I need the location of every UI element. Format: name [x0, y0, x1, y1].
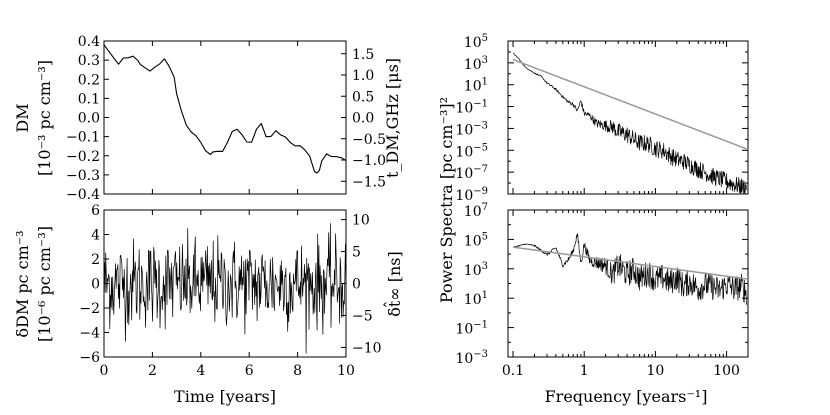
- ddm-ytick-label: −6: [79, 350, 100, 366]
- ddm-ylabel-line2: [10⁻⁶ pc cm⁻³]: [35, 226, 54, 342]
- ddm-xtick-label: 8: [293, 363, 302, 379]
- ddm-y2tick-label: 5: [352, 245, 361, 261]
- panel-psd-ddm: 0.1 1 10 100 10−3 10−1 101 103 105 107 Frequency …: [455, 202, 749, 406]
- dm-ytick-label: 0.4: [78, 34, 100, 50]
- ddm-xtick-label: 4: [196, 363, 205, 379]
- ddm-ytick-label: 0: [91, 277, 100, 293]
- psd-ddm-ytick-label: 105: [464, 231, 488, 249]
- psd-ddm-ytick-label: 10−3: [455, 349, 488, 367]
- ddm-y2tick-label: −5: [352, 308, 373, 324]
- dm-y2tick-label: −1.0: [352, 153, 386, 169]
- ddm-xlabel: Time [years]: [174, 387, 276, 406]
- panel-ddm: 0 2 4 6 8 10 −6 −4 −2 0 2 4 6 −10 −5 0 5 10 δDM pc cm⁻³ […: [13, 203, 404, 406]
- psd-ddm-ytick-label: 101: [464, 290, 488, 308]
- ddm-xtick-label: 6: [245, 363, 254, 379]
- psd-shared-ylabel: Power Spectra [pc cm⁻³]²: [437, 97, 456, 303]
- dm-series-line: [103, 44, 347, 174]
- psd-dm-ytick-label: 101: [464, 77, 488, 95]
- psd-ddm-xtick-label: 0.1: [502, 363, 524, 379]
- dm-y2tick-label: −0.5: [352, 132, 386, 148]
- psd-ddm-ytick-label: 103: [464, 261, 488, 279]
- dm-y2tick-label: −1.5: [352, 174, 386, 190]
- dm-ylabel-line2: [10⁻³ pc cm⁻³]: [35, 60, 54, 176]
- panel-psd-ddm-ticks: 0.1 1 10 100 10−3 10−1 101 103 105 107: [455, 202, 748, 379]
- panel-dm: −0.4 −0.3 −0.2 −0.1 0.0 0.1 0.2 0.3 0.4 −1.5 −1.0 −…: [13, 34, 402, 203]
- ddm-series-line: [103, 223, 347, 354]
- psd-ddm-xtick-label: 1: [580, 363, 589, 379]
- panel-dm-ticks: −0.4 −0.3 −0.2 −0.1 0.0 0.1 0.2 0.3 0.4 −1.5 −1.0 −…: [66, 34, 386, 203]
- psd-dm-ytick-label: 105: [464, 33, 488, 51]
- psd-ddm-model-line: [512, 246, 749, 280]
- dm-ytick-label: 0.3: [78, 53, 100, 69]
- dm-ytick-label: −0.2: [66, 149, 100, 165]
- psd-dm-ytick-label: 10−3: [455, 120, 488, 138]
- psd-dm-ytick-label: 10−7: [455, 164, 488, 182]
- panel-ddm-ticks: 0 2 4 6 8 10 −6 −4 −2 0 2 4 6 −10 −5 0 5 10: [79, 203, 381, 379]
- dm-ytick-label: −0.4: [66, 187, 100, 203]
- psd-ddm-xtick-label: 100: [713, 363, 740, 379]
- psd-dm-spectrum-line: [512, 52, 747, 194]
- dm-y2label: t_DM,GHz [μs]: [383, 58, 402, 178]
- dm-y2tick-label: 1.0: [352, 68, 374, 84]
- ddm-xtick-label: 0: [100, 363, 109, 379]
- psd-dm-ytick-label: 103: [464, 55, 488, 73]
- ddm-y2tick-label: −10: [352, 340, 382, 356]
- ddm-ytick-label: 4: [91, 228, 100, 244]
- ddm-y2tick-label: 10: [352, 213, 370, 229]
- psd-xlabel: Frequency [years⁻¹]: [545, 387, 708, 406]
- psd-dm-model-line: [512, 58, 749, 151]
- dm-ytick-label: −0.3: [66, 168, 100, 184]
- ddm-xtick-label: 2: [148, 363, 157, 379]
- dm-ylabel-line1: DM: [13, 103, 32, 132]
- psd-ddm-ytick-label: 107: [464, 202, 488, 220]
- ddm-y2tick-label: 0: [352, 277, 361, 293]
- dm-y2tick-label: 0.5: [352, 89, 374, 105]
- ddm-xtick-label: 10: [337, 363, 355, 379]
- psd-ddm-xtick-label: 10: [646, 363, 664, 379]
- psd-dm-ytick-label: 10−5: [455, 142, 488, 160]
- ddm-ytick-label: −2: [79, 301, 100, 317]
- ddm-y2label: δt̂∞ [ns]: [384, 251, 404, 316]
- dm-ytick-label: −0.1: [66, 130, 100, 146]
- psd-ddm-ytick-label: 10−1: [455, 320, 488, 338]
- psd-ddm-spectrum-line: [512, 233, 747, 305]
- dm-y2tick-label: 0.0: [352, 111, 374, 127]
- dm-ytick-label: 0.2: [78, 72, 100, 88]
- psd-dm-ytick-label: 10−1: [455, 99, 488, 117]
- dm-y2tick-label: 1.5: [352, 47, 374, 63]
- ddm-ylabel-line1: δDM pc cm⁻³: [13, 230, 32, 337]
- dm-ytick-label: 0.0: [78, 111, 100, 127]
- ddm-ytick-label: 6: [91, 203, 100, 219]
- ddm-ytick-label: −4: [79, 326, 100, 342]
- dm-ytick-label: 0.1: [78, 91, 100, 107]
- ddm-ytick-label: 2: [91, 252, 100, 268]
